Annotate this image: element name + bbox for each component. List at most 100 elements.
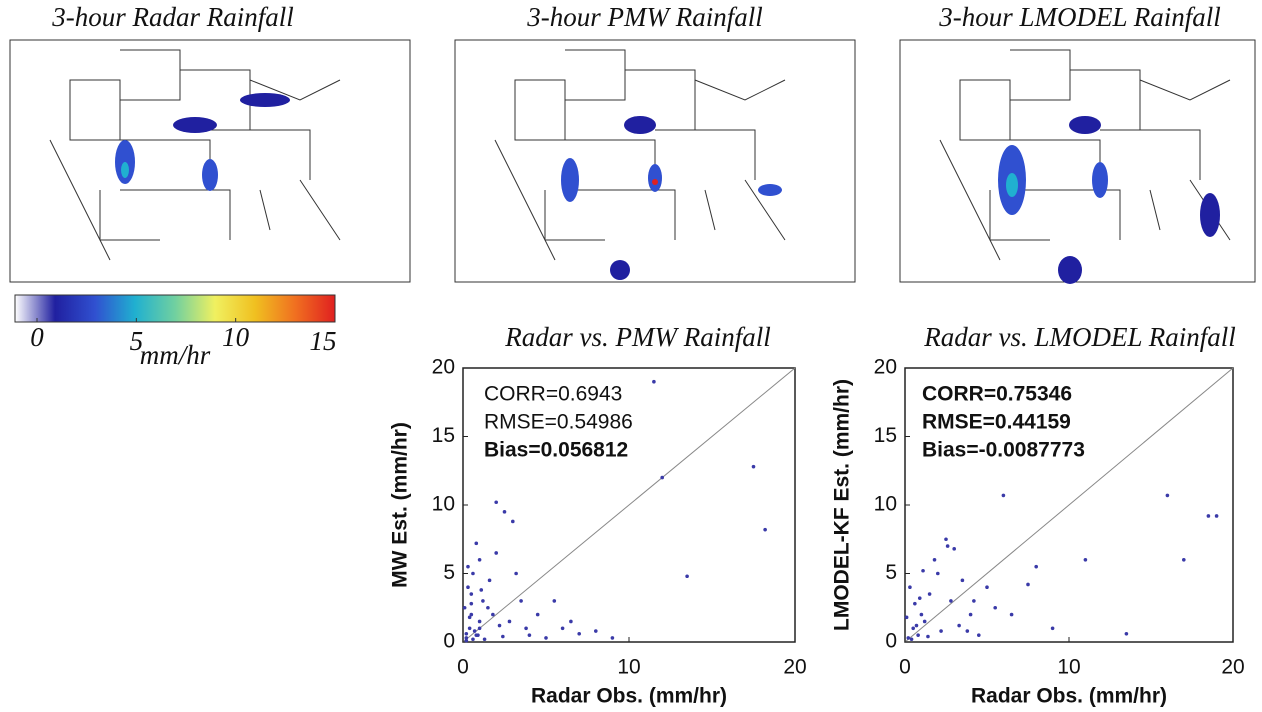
map-frame (899, 39, 1256, 283)
scatter-point (1124, 631, 1129, 636)
one-to-one-line (904, 367, 1234, 643)
scatter-point (544, 636, 548, 640)
chart-title: Radar vs. LMODEL Rainfall (923, 322, 1236, 352)
x-tick-label: 0 (457, 656, 469, 679)
rain-cell (1092, 162, 1108, 198)
scatter-point (519, 599, 523, 603)
scatter-point (919, 612, 924, 617)
scatter-point (993, 605, 997, 610)
scatter-point (577, 631, 581, 636)
rain-cell (624, 116, 656, 134)
stat-annotation: Bias=0.056812 (484, 439, 628, 462)
scatter-point (477, 626, 482, 631)
rain-cell (648, 164, 662, 192)
scatter-point (514, 571, 518, 576)
scatter-point (467, 615, 472, 620)
scatter-point (913, 601, 917, 606)
scatter-point (1165, 493, 1170, 498)
scatter-point (535, 612, 540, 617)
scatter-point (977, 633, 981, 637)
scatter-point (926, 634, 930, 639)
scatter-point (464, 638, 469, 643)
scatter-point (610, 636, 615, 640)
scatter-point (569, 619, 573, 624)
scatter-point (1214, 514, 1219, 518)
scatter-point (945, 544, 950, 548)
scatter-point (479, 588, 484, 592)
y-axis-label: MW Est. (mm/hr) (389, 422, 412, 588)
scatter-point (487, 578, 492, 583)
map-pmw (454, 39, 856, 283)
y-tick-label: 15 (874, 424, 897, 447)
scatter-point (917, 596, 922, 600)
colorbar-tick-label: 5 (130, 326, 144, 356)
map-title: 3-hour LMODEL Rainfall (938, 2, 1221, 32)
scatter-point (552, 599, 557, 603)
scatter-point (501, 634, 505, 639)
scatter-point (916, 633, 920, 637)
scatter-point (524, 626, 528, 631)
scatter-point (594, 629, 598, 633)
scatter-point (1001, 493, 1006, 498)
scatter-point (939, 629, 943, 633)
scatter-point (1034, 564, 1038, 569)
map-panels (9, 39, 1256, 284)
x-axis-label: Radar Obs. (mm/hr) (971, 685, 1167, 708)
scatter-point (1083, 558, 1088, 562)
scatter-point (560, 626, 565, 631)
scatter-point (471, 637, 475, 642)
x-tick-label: 0 (899, 656, 911, 679)
rain-cell (1069, 116, 1101, 134)
scatter-point (936, 571, 940, 576)
scatter-point (1050, 626, 1055, 631)
rain-cell (202, 159, 218, 191)
y-tick-label: 20 (432, 356, 455, 379)
scatter-point (972, 599, 976, 603)
colorbar-tick-label: 10 (222, 322, 250, 352)
scatter-point (482, 637, 487, 642)
colorbar-label: mm/hr (140, 340, 211, 370)
scatter-point (1026, 582, 1030, 587)
stat-annotation: CORR=0.6943 (484, 383, 622, 406)
y-tick-label: 10 (432, 493, 455, 516)
scatter-point (965, 629, 970, 633)
scatter-point (1206, 514, 1211, 518)
x-tick-label: 20 (1221, 656, 1244, 679)
scatter-point (685, 574, 689, 579)
map-radar (9, 39, 411, 283)
colorbar (14, 294, 336, 323)
scatter-point (464, 631, 469, 636)
y-tick-label: 10 (874, 493, 897, 516)
rain-cell (652, 179, 658, 185)
colorbar-tick-label: 15 (310, 326, 337, 356)
scatter-point (906, 636, 911, 640)
scatter-point (469, 601, 474, 606)
scatter-point (469, 592, 474, 596)
scatter-point (960, 578, 965, 583)
scatter-point (660, 475, 664, 480)
x-tick-label: 20 (783, 656, 806, 679)
scatter-point (751, 464, 756, 469)
scatter-point (497, 623, 502, 628)
y-tick-label: 5 (885, 561, 897, 584)
rain-cell (758, 184, 782, 196)
scatter-point (914, 623, 919, 628)
scatter-point (477, 619, 482, 624)
y-tick-label: 15 (432, 424, 455, 447)
rain-cell (1058, 256, 1082, 284)
scatter-point (464, 636, 469, 640)
y-tick-label: 0 (885, 630, 897, 653)
scatter-point (462, 605, 467, 610)
map-lmodel (899, 39, 1256, 284)
scatter-point (491, 612, 495, 617)
rain-cell (1006, 173, 1018, 197)
scatter-point (1009, 612, 1014, 617)
scatter-point (908, 585, 912, 589)
scatter-point (472, 629, 477, 633)
scatter-point (494, 551, 499, 555)
scatter-point (922, 619, 927, 624)
scatter-point (1182, 558, 1186, 562)
scatter-point (494, 500, 499, 505)
scatter-point (467, 626, 472, 631)
scatter-point (527, 633, 532, 637)
